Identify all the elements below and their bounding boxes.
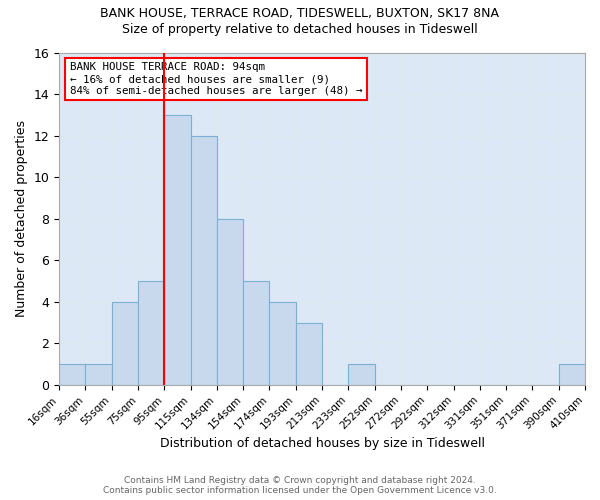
Bar: [85, 364, 112, 385]
Text: BANK HOUSE, TERRACE ROAD, TIDESWELL, BUXTON, SK17 8NA: BANK HOUSE, TERRACE ROAD, TIDESWELL, BUX…: [101, 8, 499, 20]
Bar: [138, 281, 164, 385]
Bar: [191, 136, 217, 385]
Text: Size of property relative to detached houses in Tideswell: Size of property relative to detached ho…: [122, 22, 478, 36]
Bar: [164, 115, 191, 385]
Y-axis label: Number of detached properties: Number of detached properties: [15, 120, 28, 317]
Bar: [349, 364, 374, 385]
X-axis label: Distribution of detached houses by size in Tideswell: Distribution of detached houses by size …: [160, 437, 485, 450]
Bar: [59, 364, 85, 385]
Bar: [559, 364, 585, 385]
Bar: [296, 322, 322, 385]
Text: Contains HM Land Registry data © Crown copyright and database right 2024.
Contai: Contains HM Land Registry data © Crown c…: [103, 476, 497, 495]
Text: BANK HOUSE TERRACE ROAD: 94sqm
← 16% of detached houses are smaller (9)
84% of s: BANK HOUSE TERRACE ROAD: 94sqm ← 16% of …: [70, 62, 362, 96]
Bar: [243, 281, 269, 385]
Bar: [112, 302, 138, 385]
Bar: [269, 302, 296, 385]
Bar: [217, 218, 243, 385]
